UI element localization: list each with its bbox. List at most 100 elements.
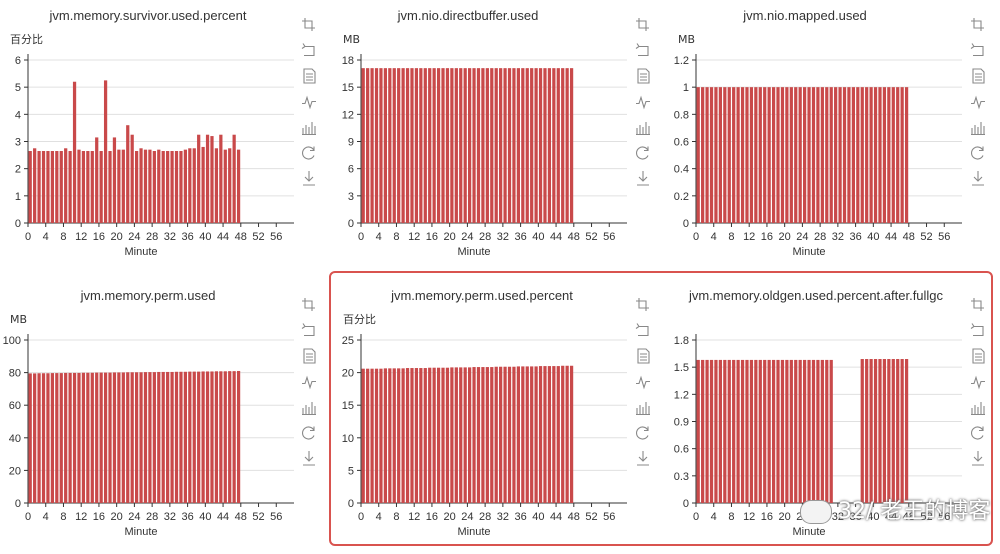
data-view-icon[interactable] — [637, 348, 650, 364]
zoom-icon[interactable] — [636, 18, 649, 31]
download-icon[interactable] — [637, 171, 649, 186]
restore-icon[interactable] — [636, 146, 649, 160]
line-chart-icon[interactable] — [636, 95, 650, 110]
download-icon[interactable] — [972, 451, 984, 466]
x-tick-label: 24 — [796, 231, 808, 243]
bar-chart-icon[interactable] — [302, 122, 316, 136]
zoom-reset-icon[interactable] — [635, 323, 649, 337]
bar — [41, 151, 46, 223]
data-view-icon[interactable] — [972, 348, 985, 364]
zoom-icon[interactable] — [302, 18, 315, 31]
zoom-icon[interactable] — [971, 18, 984, 31]
line-chart-icon[interactable] — [302, 375, 316, 390]
line-chart-icon[interactable] — [302, 95, 316, 110]
bar-chart-icon[interactable] — [971, 402, 985, 416]
restore-icon[interactable] — [636, 146, 649, 160]
bar — [771, 87, 776, 224]
restore-icon[interactable] — [302, 146, 315, 160]
download-icon[interactable] — [303, 451, 315, 466]
zoom-reset-icon[interactable] — [970, 323, 984, 337]
zoom-reset-icon[interactable] — [301, 43, 315, 57]
download-icon[interactable] — [637, 451, 649, 466]
bar — [72, 81, 77, 223]
bar — [46, 151, 50, 223]
restore-icon[interactable] — [971, 426, 984, 440]
zoom-icon[interactable] — [971, 18, 984, 31]
zoom-icon[interactable] — [636, 18, 649, 31]
x-tick-label: 40 — [532, 231, 544, 243]
bar — [117, 372, 121, 503]
zoom-reset-icon[interactable] — [301, 323, 315, 337]
restore-icon[interactable] — [302, 426, 315, 440]
download-icon[interactable] — [972, 171, 984, 186]
restore-icon[interactable] — [636, 426, 649, 440]
bar — [236, 370, 241, 503]
x-tick-label: 0 — [693, 511, 699, 523]
restore-icon[interactable] — [302, 426, 315, 440]
data-view-icon[interactable] — [303, 348, 316, 364]
line-chart-icon[interactable] — [971, 375, 985, 390]
zoom-reset-icon[interactable] — [970, 323, 984, 337]
line-chart-icon[interactable] — [636, 375, 650, 390]
download-icon[interactable] — [637, 451, 649, 466]
bar — [174, 371, 179, 503]
line-chart-icon[interactable] — [971, 375, 985, 390]
bar — [468, 68, 472, 224]
download-icon[interactable] — [303, 171, 315, 186]
zoom-reset-icon[interactable] — [301, 323, 315, 337]
bar — [834, 87, 838, 224]
zoom-icon[interactable] — [302, 298, 315, 311]
zoom-reset-icon[interactable] — [970, 43, 984, 57]
data-view-icon[interactable] — [972, 68, 985, 84]
bar-chart-icon[interactable] — [636, 402, 650, 416]
zoom-icon[interactable] — [971, 298, 984, 311]
zoom-reset-icon[interactable] — [635, 323, 649, 337]
data-view-icon[interactable] — [637, 68, 650, 84]
data-view-icon[interactable] — [637, 68, 650, 84]
download-icon[interactable] — [972, 171, 984, 186]
zoom-icon[interactable] — [971, 298, 984, 311]
zoom-icon[interactable] — [636, 298, 649, 311]
line-chart-icon[interactable] — [971, 95, 985, 110]
data-view-icon[interactable] — [972, 348, 985, 364]
restore-icon[interactable] — [971, 146, 984, 160]
line-chart-icon[interactable] — [302, 95, 316, 110]
bar-chart-icon[interactable] — [302, 402, 316, 416]
bar-chart-icon[interactable] — [302, 402, 316, 416]
bar-chart-icon[interactable] — [636, 122, 650, 136]
bar-chart-icon[interactable] — [302, 122, 316, 136]
restore-icon[interactable] — [302, 146, 315, 160]
bar — [904, 87, 909, 224]
zoom-icon[interactable] — [302, 298, 315, 311]
data-view-icon[interactable] — [303, 68, 316, 84]
bar-chart-icon[interactable] — [636, 402, 650, 416]
download-icon[interactable] — [972, 451, 984, 466]
x-tick-label: 8 — [728, 231, 734, 243]
zoom-icon[interactable] — [636, 298, 649, 311]
bar-chart-icon[interactable] — [971, 122, 985, 136]
line-chart-icon[interactable] — [302, 375, 316, 390]
download-icon[interactable] — [303, 451, 315, 466]
x-axis-label: Minute — [457, 526, 490, 538]
zoom-reset-icon[interactable] — [635, 43, 649, 57]
bar-chart-icon[interactable] — [636, 122, 650, 136]
zoom-reset-icon[interactable] — [301, 43, 315, 57]
data-view-icon[interactable] — [303, 348, 316, 364]
data-view-icon[interactable] — [303, 68, 316, 84]
restore-icon[interactable] — [636, 426, 649, 440]
x-tick-label: 24 — [461, 231, 473, 243]
line-chart-icon[interactable] — [636, 95, 650, 110]
restore-icon[interactable] — [971, 426, 984, 440]
line-chart-icon[interactable] — [971, 95, 985, 110]
download-icon[interactable] — [303, 171, 315, 186]
restore-icon[interactable] — [971, 146, 984, 160]
bar-chart-icon[interactable] — [971, 122, 985, 136]
data-view-icon[interactable] — [637, 348, 650, 364]
bar-chart-icon[interactable] — [971, 402, 985, 416]
zoom-reset-icon[interactable] — [635, 43, 649, 57]
line-chart-icon[interactable] — [636, 375, 650, 390]
download-icon[interactable] — [637, 171, 649, 186]
zoom-reset-icon[interactable] — [970, 43, 984, 57]
data-view-icon[interactable] — [972, 68, 985, 84]
zoom-icon[interactable] — [302, 18, 315, 31]
